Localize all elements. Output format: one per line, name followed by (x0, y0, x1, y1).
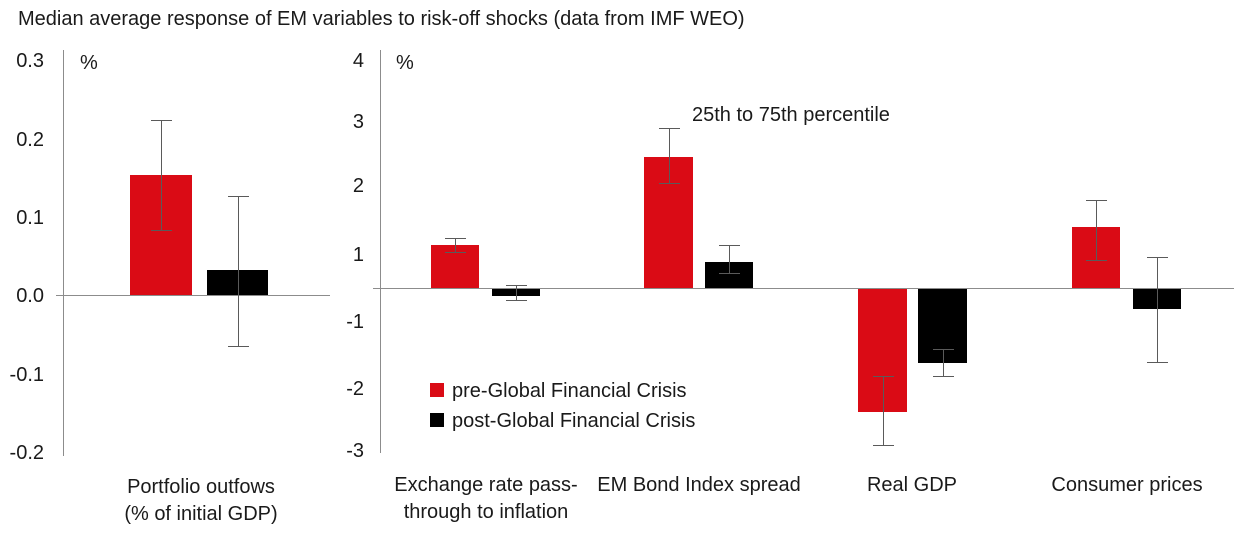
em-responses-error-cap-top-3 (1086, 200, 1107, 201)
portfolio-outflows-error-bar-0 (161, 120, 162, 230)
portfolio-outflows-y-tick-label: 0.0 (16, 285, 44, 307)
portfolio-outflows-y-axis-line (63, 50, 64, 456)
em-responses-bar-pre-1 (644, 157, 693, 288)
em-responses-zero-tick (373, 288, 380, 289)
em-responses-error-cap-bottom-1 (719, 273, 740, 274)
portfolio-outflows-error-cap-bottom-0 (228, 346, 249, 347)
em-responses-y-tick-label: 2 (352, 175, 364, 197)
em-responses-error-cap-top-2 (873, 376, 894, 377)
em-responses-error-cap-bottom-0 (445, 252, 466, 253)
em-responses-y-axis-line (380, 50, 381, 453)
legend-swatch-post-icon (430, 413, 444, 427)
em-responses-error-cap-top-0 (445, 238, 466, 239)
portfolio-outflows-error-bar-0 (238, 196, 239, 346)
em-responses-error-cap-bottom-2 (933, 376, 954, 377)
em-responses-category-label: Exchange rate pass-through to inflation (394, 474, 578, 523)
em-responses-x-baseline (380, 288, 1234, 289)
portfolio-outflows-bar-post-0 (207, 270, 268, 295)
em-responses-error-bar-0 (455, 238, 456, 252)
em-responses-error-bar-0 (516, 285, 517, 300)
em-responses-error-cap-top-2 (933, 349, 954, 350)
em-responses-error-cap-bottom-3 (1147, 362, 1168, 363)
em-responses-bar-post-2 (918, 289, 967, 363)
em-responses-error-cap-top-3 (1147, 257, 1168, 258)
portfolio-outflows-category-label: Portfolio outfows (% of initial GDP) (124, 476, 278, 525)
em-responses-category-label: Real GDP (866, 474, 958, 496)
em-responses-error-cap-top-0 (506, 285, 527, 286)
legend-label-pre: pre-Global Financial Crisis (452, 380, 687, 402)
em-responses-error-cap-bottom-1 (659, 183, 680, 184)
em-responses-category-label: Consumer prices (1051, 474, 1203, 496)
chart-title: Median average response of EM variables … (18, 8, 745, 30)
em-responses-error-bar-3 (1157, 257, 1158, 362)
em-responses-y-unit-label: % (396, 52, 414, 74)
em-responses-error-cap-top-1 (659, 128, 680, 129)
em-responses-category-label: EM Bond Index spread (597, 474, 801, 496)
em-responses-error-bar-1 (669, 128, 670, 183)
em-responses-error-cap-top-1 (719, 245, 740, 246)
em-responses-y-tick-label: -3 (346, 440, 364, 462)
em-responses-error-cap-bottom-2 (873, 445, 894, 446)
portfolio-outflows-zero-tick (56, 295, 63, 296)
em-responses-y-tick-label: -2 (346, 378, 364, 400)
em-responses-error-cap-bottom-0 (506, 300, 527, 301)
portfolio-outflows-x-baseline (63, 295, 330, 296)
portfolio-outflows-y-tick-label: -0.2 (9, 442, 44, 464)
portfolio-outflows-y-tick-label: 0.1 (16, 207, 44, 229)
portfolio-outflows-y-tick-label: 0.3 (16, 50, 44, 72)
portfolio-outflows-error-cap-bottom-0 (151, 230, 172, 231)
percentile-note: 25th to 75th percentile (692, 104, 890, 126)
em-responses-error-bar-3 (1096, 200, 1097, 260)
portfolio-outflows-y-unit-label: % (80, 52, 98, 74)
em-responses-y-tick-label: 1 (352, 244, 364, 266)
portfolio-outflows-error-cap-top-0 (151, 120, 172, 121)
em-responses-y-tick-label: -1 (346, 311, 364, 333)
em-responses-error-bar-2 (943, 349, 944, 376)
em-responses-y-tick-label: 4 (352, 50, 364, 72)
em-responses-error-bar-1 (729, 245, 730, 273)
portfolio-outflows-y-tick-label: -0.1 (9, 364, 44, 386)
em-responses-y-tick-label: 3 (352, 111, 364, 133)
em-responses-bar-pre-2 (858, 289, 907, 412)
legend-swatch-pre-icon (430, 383, 444, 397)
em-responses-error-cap-bottom-3 (1086, 260, 1107, 261)
portfolio-outflows-error-cap-top-0 (228, 196, 249, 197)
legend-label-post: post-Global Financial Crisis (452, 410, 696, 432)
portfolio-outflows-y-tick-label: 0.2 (16, 129, 44, 151)
em-responses-error-bar-2 (883, 376, 884, 445)
